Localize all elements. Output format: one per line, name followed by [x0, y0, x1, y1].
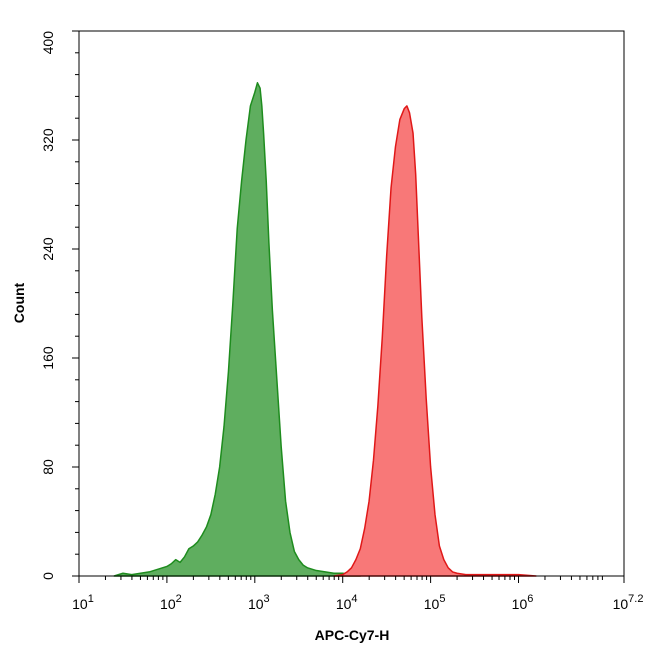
x-tick-label: 102	[160, 593, 182, 612]
y-tick-label: 320	[40, 128, 56, 152]
x-tick-label: 107.2	[613, 593, 644, 612]
x-tick-label: 103	[248, 593, 270, 612]
histogram-series-2	[333, 105, 537, 577]
y-tick-label: 400	[40, 31, 56, 55]
y-axis: 0 80 160 240 320 400	[40, 30, 79, 580]
x-tick-label: 106	[512, 593, 534, 612]
x-tick-label: 104	[336, 593, 358, 612]
x-axis-title: APC-Cy7-H	[315, 627, 390, 643]
histogram-series-1	[113, 82, 362, 577]
y-axis-title: Count	[11, 282, 27, 323]
plot-frame	[78, 30, 625, 577]
y-tick-label: 80	[40, 459, 56, 475]
x-axis: 101 102 103 104 105 106 107.2	[72, 576, 643, 612]
y-tick-label: 0	[40, 572, 56, 580]
x-tick-label: 101	[72, 593, 94, 612]
series-layer	[113, 82, 537, 577]
y-tick-label: 160	[40, 346, 56, 370]
y-tick-label: 240	[40, 237, 56, 261]
x-tick-label: 105	[424, 593, 446, 612]
